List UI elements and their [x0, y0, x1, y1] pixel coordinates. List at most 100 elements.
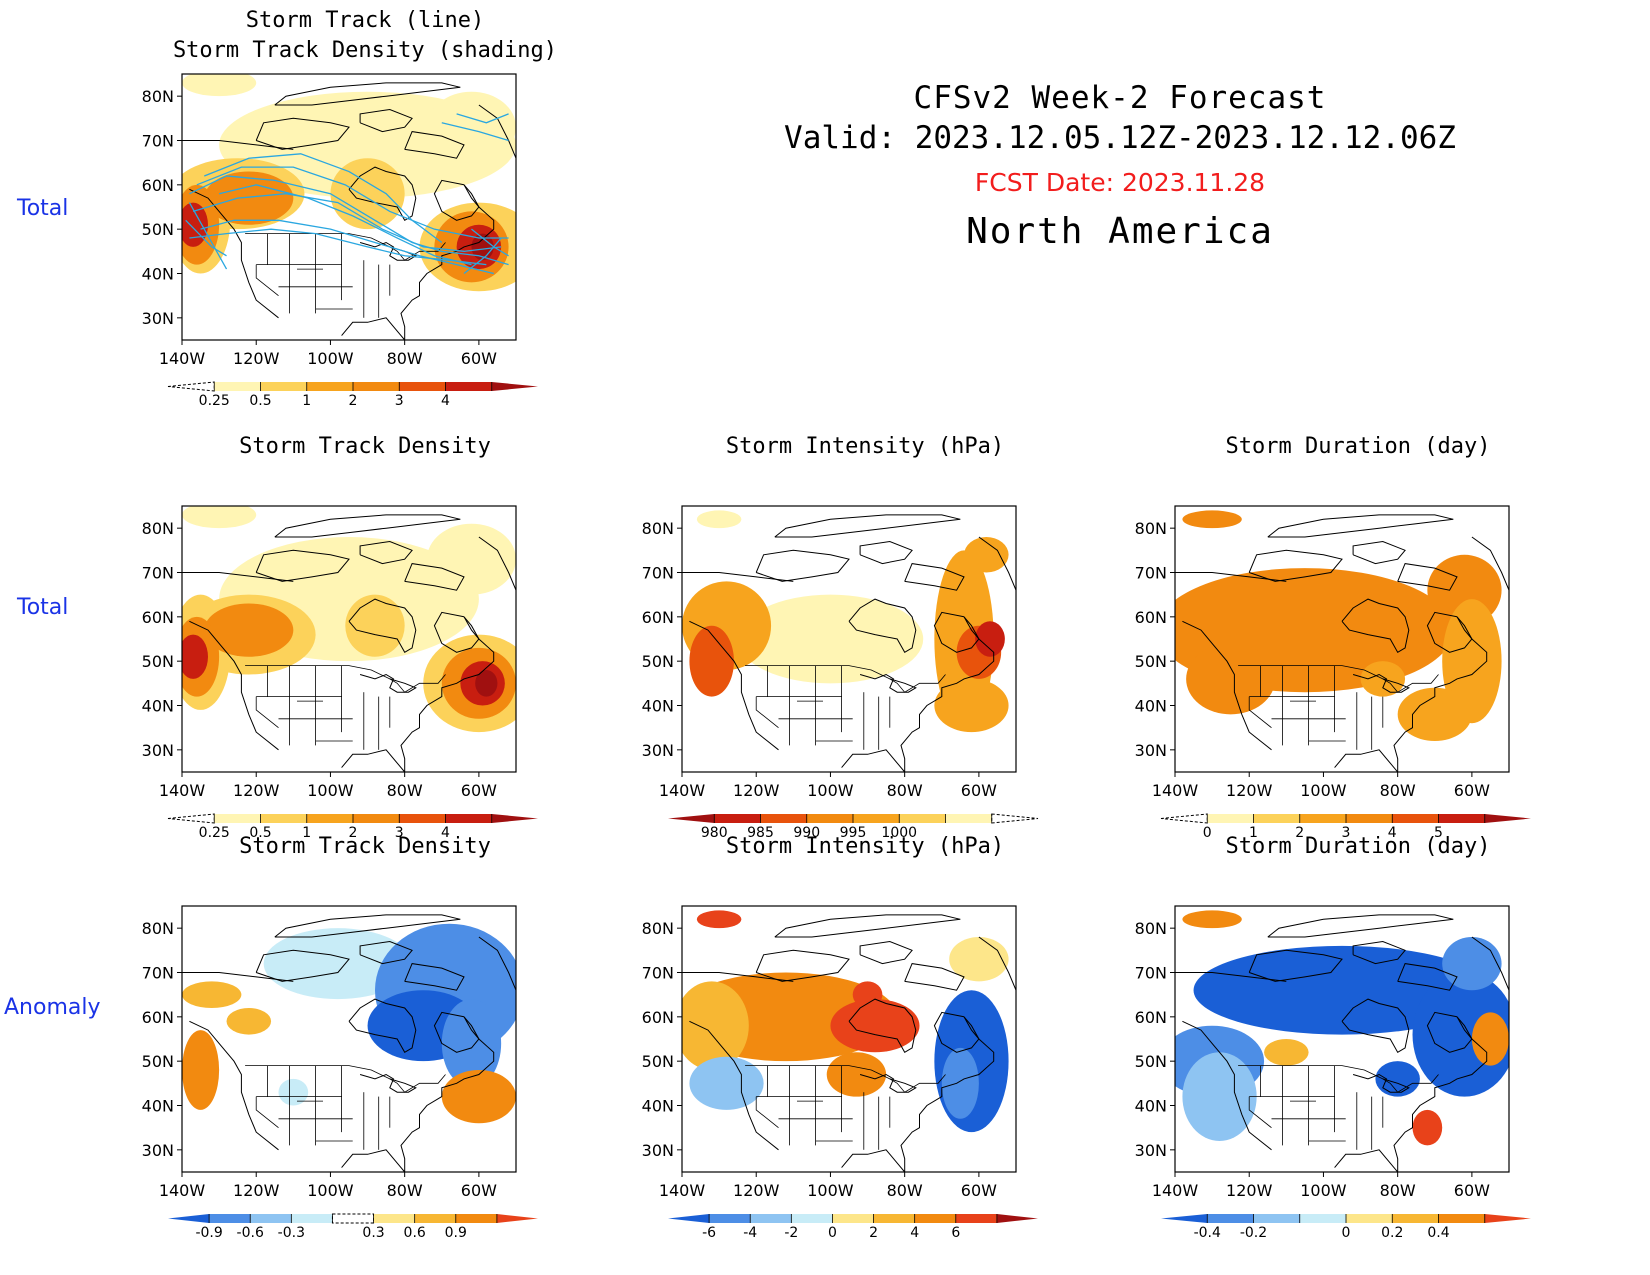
colorbar-segment [1392, 1214, 1439, 1223]
map-frame [181, 905, 517, 1173]
lat-label: 30N [1135, 741, 1167, 760]
colorbar-label: 4 [441, 825, 450, 841]
lat-label: 40N [142, 1097, 174, 1116]
coastline [1267, 914, 1454, 938]
coastline [859, 673, 917, 693]
lon-label: 100W [307, 349, 354, 368]
coastline [682, 972, 794, 982]
shading-blob [696, 910, 742, 929]
colorbar-label: 1000 [881, 825, 917, 841]
lon-label: 100W [1300, 781, 1347, 800]
colorbar-label: 0.25 [199, 393, 230, 409]
coastline-layer [182, 78, 516, 340]
shading-layer [1175, 510, 1502, 741]
lon-label: 80W [1380, 781, 1416, 800]
shading-blob [182, 981, 242, 1008]
colorbar-label: 2 [869, 1225, 878, 1241]
storm-track-line [185, 219, 227, 257]
colorbar-segment [832, 1214, 874, 1223]
lat-label: 40N [142, 697, 174, 716]
colorbar-segment [853, 814, 900, 823]
shading-blob [682, 981, 749, 1071]
coastline [255, 949, 350, 982]
coastline [774, 514, 961, 538]
shading-blob [330, 158, 405, 230]
colorbar-label: 4 [441, 393, 450, 409]
colorbar-segment [373, 1214, 415, 1223]
storm-track-line [192, 193, 502, 252]
coastline [755, 549, 850, 582]
lon-label: 80W [887, 781, 923, 800]
shading-blob [426, 91, 516, 163]
boundary-line [755, 696, 779, 729]
panel-title-line-2: Storm Track Density (shading) [172, 38, 558, 63]
colorbar-arrow-right [491, 382, 538, 391]
colorbar-segment [399, 382, 446, 391]
colorbar-label: -0.9 [195, 1225, 222, 1241]
colorbar-segment [214, 814, 261, 823]
colorbar-segment [260, 382, 307, 391]
shading-blob [964, 537, 1009, 573]
coastline [755, 949, 850, 982]
colorbar-segment [399, 814, 446, 823]
lat-label: 70N [142, 564, 174, 583]
lon-label: 100W [807, 1181, 854, 1200]
shading-blob [1186, 643, 1276, 715]
colorbar-segment [209, 1214, 251, 1223]
coastline [1352, 673, 1410, 693]
panel-density-total: Storm Track Density 80N 70N 60N 50N 40N 30N 14… [130, 432, 600, 852]
boundary-line [1238, 1065, 1439, 1093]
shading-layer [1175, 910, 1509, 1146]
colorbar-label: 0.5 [249, 393, 271, 409]
colorbar-label: 980 [701, 825, 728, 841]
valid-period: Valid: 2023.12.05.12Z-2023.12.12.06Z [784, 120, 1456, 156]
colorbar-arrow-right [496, 1214, 538, 1223]
lat-label: 60N [142, 1008, 174, 1027]
lon-label: 140W [659, 781, 706, 800]
lat-label: 70N [1135, 564, 1167, 583]
lat-label: 80N [1135, 519, 1167, 538]
map-frame [681, 905, 1017, 1173]
colorbar-segment [1346, 814, 1393, 823]
lon-label: 120W [1226, 1181, 1273, 1200]
coastline [689, 1020, 779, 1151]
coastline [359, 673, 417, 693]
colorbar-segment [945, 814, 992, 823]
lat-label: 60N [642, 1008, 674, 1027]
map-frame [1174, 905, 1510, 1173]
lat-label: 70N [642, 964, 674, 983]
shading-layer [182, 923, 516, 1124]
lon-label: 140W [159, 349, 206, 368]
coastline [404, 131, 465, 159]
colorbar-arrow-right [491, 814, 538, 823]
colorbar-arrow-right [991, 813, 1039, 824]
boundary-line [755, 1096, 779, 1129]
map-svg: 80N 70N 60N 50N 40N 30N 140W 120W 100W 80W 60W 0.25… [142, 505, 538, 841]
shading-blob [689, 1056, 764, 1110]
lat-label: 40N [642, 697, 674, 716]
colorbar-label: 2 [1295, 825, 1304, 841]
lon-label: 80W [387, 1181, 423, 1200]
coastline [1248, 949, 1343, 982]
coastline [1397, 563, 1458, 591]
shading-blob [689, 625, 734, 697]
panel-title: Storm Intensity (hPa) [725, 834, 1005, 859]
colorbar-segment [873, 1214, 915, 1223]
coastline-layer [682, 910, 1016, 1172]
forecast-header: CFSv2 Week-2 Forecast Valid: 2023.12.05.… [760, 80, 1480, 252]
colorbar-segment [445, 382, 492, 391]
storm-track-line [204, 153, 443, 243]
boundary-line [1238, 665, 1439, 693]
map-svg: 80N 70N 60N 50N 40N 30N 140W 120W 100W 80W 60W 0 1 2 3… [1135, 505, 1531, 841]
colorbar-label: 3 [395, 393, 404, 409]
colorbar: -6 -4 -2 0 2 4 6 [668, 1214, 1038, 1241]
colorbar: 0.25 0.5 1 2 3 4 [167, 813, 538, 841]
lon-label: 80W [387, 781, 423, 800]
storm-track-line [189, 228, 487, 266]
lon-label: 60W [961, 781, 997, 800]
lat-label: 50N [642, 652, 674, 671]
colorbar-label: 0.25 [199, 825, 230, 841]
coastline [359, 1073, 417, 1093]
boundary-line [255, 1096, 279, 1129]
coastline [1352, 1073, 1410, 1093]
